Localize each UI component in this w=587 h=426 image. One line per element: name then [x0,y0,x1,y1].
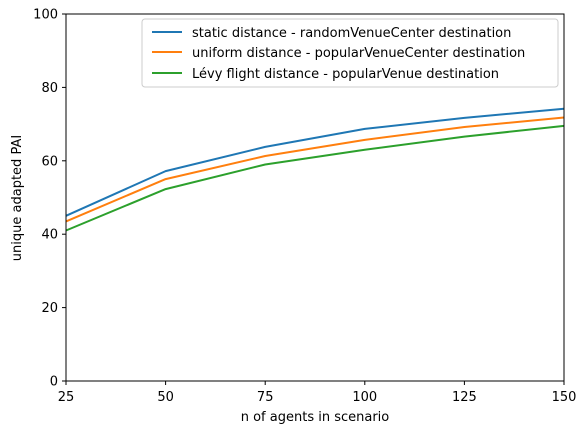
y-axis-label: unique adapted PAI [10,135,25,261]
legend-label-static: static distance - randomVenueCenter dest… [192,26,511,41]
x-tick-label: 100 [352,390,377,405]
x-tick-label: 50 [157,390,174,405]
series-line-uniform [65,116,565,223]
legend: static distance - randomVenueCenter dest… [141,18,559,88]
axis-ticks: 25 50 75 100 125 150 0 20 40 60 80 100 [33,8,576,406]
series-line-static [65,107,565,217]
x-tick-label: 125 [452,390,477,405]
y-tick-label: 80 [41,81,58,96]
y-tick-label: 60 [41,154,58,169]
y-tick-label: 0 [50,375,58,390]
x-axis-label: n of agents in scenario [241,410,390,425]
y-tick-label: 40 [41,228,58,243]
y-tick-label: 20 [41,301,58,316]
y-tick-label: 100 [33,8,58,23]
series-lines [65,107,565,232]
legend-label-levy: Lévy flight distance - popularVenue dest… [192,67,499,82]
series-line-levy [65,124,565,232]
legend-label-uniform: uniform distance - popularVenueCenter de… [192,46,525,61]
x-tick-label: 150 [552,390,577,405]
legend-box [141,18,559,88]
plot-frame [65,13,565,382]
x-tick-label: 75 [257,390,274,405]
x-tick-label: 25 [58,390,75,405]
